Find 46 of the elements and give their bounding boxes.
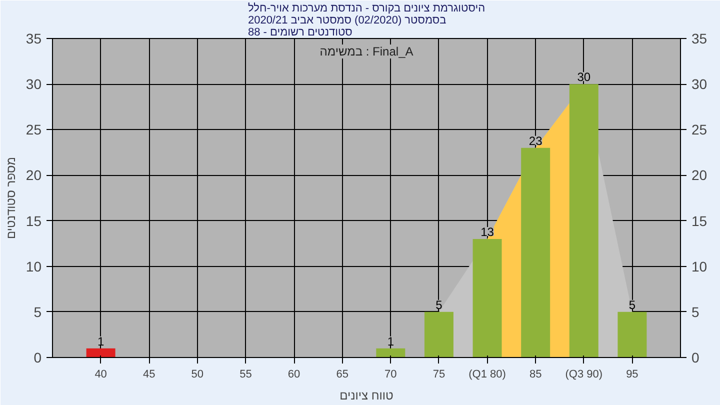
- y2-tick-label: 25: [692, 122, 708, 138]
- y-tick-label: 10: [26, 258, 42, 274]
- chart-title: היסטוגרמת ציונים בקורס - הנדסת מערכות אויר-חלל בסמסטר (02/2020) סמסטר אביב 2020/21 סטודנטים רשומים - 88: [248, 2, 486, 38]
- y2-tick-label: 0: [692, 350, 700, 366]
- x-tick-label: 95: [626, 368, 638, 380]
- bar: [472, 239, 502, 358]
- data-label: 5: [436, 298, 443, 312]
- data-label: 30: [577, 70, 591, 84]
- y-tick-label: 5: [34, 304, 42, 320]
- data-label: 5: [628, 298, 636, 312]
- y2-tick-label: 10: [692, 258, 708, 274]
- x-tick-label: 70: [384, 368, 397, 380]
- x-tick-label: 65: [336, 368, 348, 380]
- x-axis-title: טווח ציונים: [340, 388, 394, 402]
- y-tick-label: 35: [26, 30, 42, 46]
- x-tick-label: 75: [432, 368, 446, 380]
- y-tick-label: 15: [26, 212, 42, 229]
- y-tick-label: 0: [34, 350, 42, 366]
- x-tick-label: 40: [94, 368, 107, 380]
- x-tick-label: 55: [240, 368, 252, 380]
- x-tick-label: (Q1 80): [468, 368, 506, 380]
- y-tick-label: 30: [26, 76, 42, 92]
- data-label: 1: [97, 334, 104, 348]
- bar: [86, 348, 116, 358]
- y2-tick-label: 5: [692, 304, 700, 320]
- data-label: 13: [480, 225, 494, 240]
- x-tick-label: 50: [191, 368, 204, 380]
- bar: [569, 84, 598, 358]
- x-tick-label: (Q3 90): [565, 368, 603, 380]
- y2-tick-label: 35: [692, 30, 708, 46]
- x-tick-label: 45: [143, 368, 156, 380]
- data-label: 23: [528, 134, 543, 148]
- bar: [618, 312, 647, 358]
- bar: [424, 312, 454, 358]
- y-axis-title: מספר סטודנטים: [4, 156, 18, 240]
- x-tick-label: 60: [288, 368, 300, 380]
- y-tick-label: 25: [26, 122, 42, 138]
- data-label: 1: [387, 334, 394, 348]
- bar: [521, 148, 550, 358]
- y2-tick-label: 20: [692, 167, 708, 184]
- y2-tick-label: 15: [692, 212, 708, 229]
- annotation: במשימה : Final_A: [320, 44, 414, 58]
- x-tick-label: 85: [529, 368, 542, 380]
- y-tick-label: 20: [26, 167, 42, 184]
- y2-tick-label: 30: [692, 76, 708, 92]
- bar: [376, 348, 406, 358]
